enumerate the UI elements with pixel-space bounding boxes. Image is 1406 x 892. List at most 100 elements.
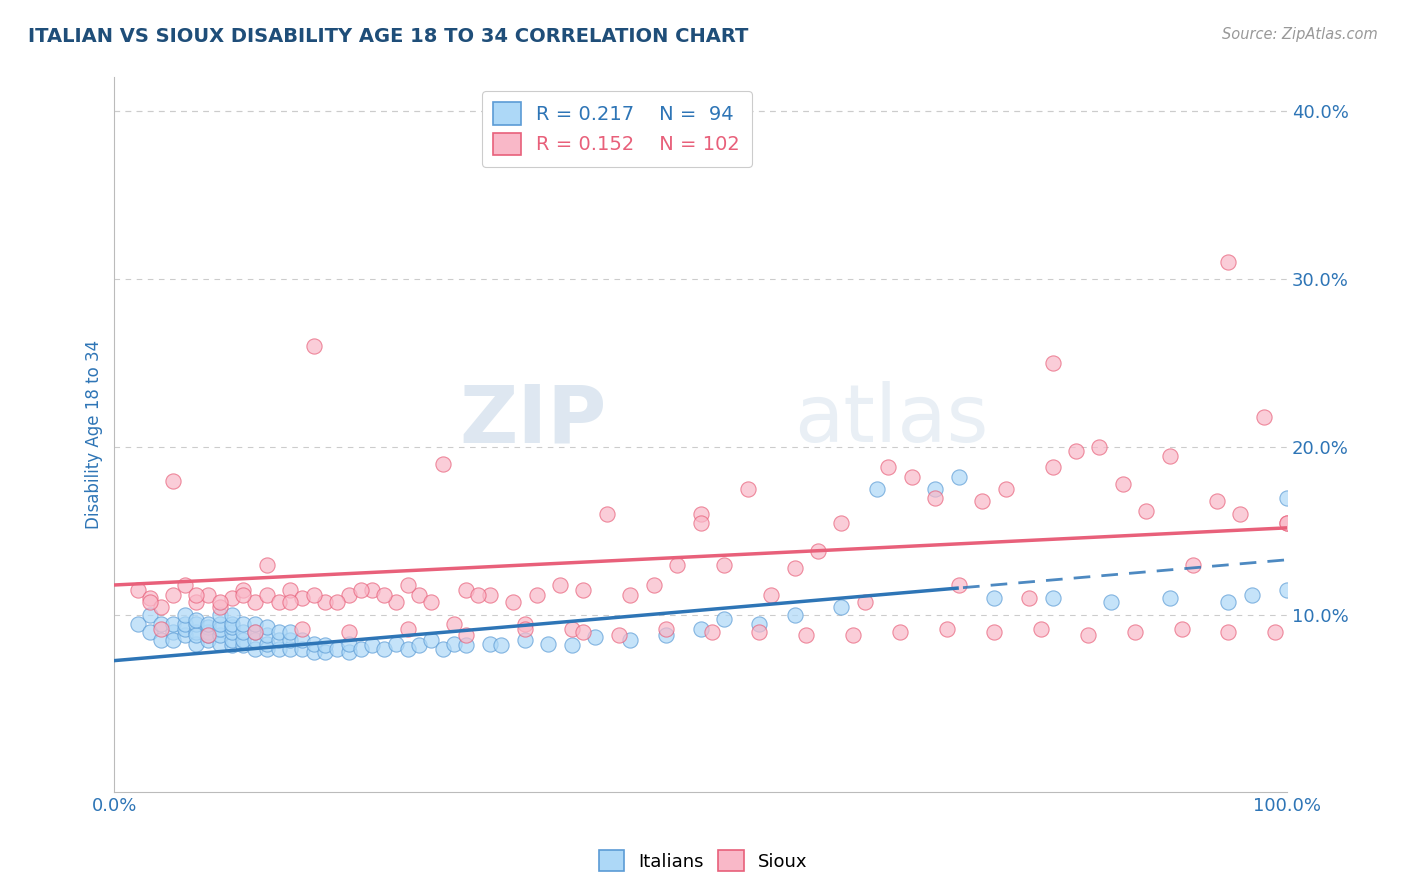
Point: [256, 637, 278, 651]
Point: [1275, 491, 1298, 505]
Point: [794, 628, 817, 642]
Point: [350, 641, 373, 656]
Point: [221, 616, 243, 631]
Point: [186, 588, 208, 602]
Point: [138, 591, 160, 606]
Point: [173, 608, 195, 623]
Legend: Italians, Sioux: Italians, Sioux: [592, 843, 814, 879]
Point: [208, 608, 231, 623]
Point: [173, 628, 195, 642]
Point: [1275, 516, 1298, 530]
Point: [1218, 255, 1240, 269]
Point: [432, 457, 454, 471]
Point: [408, 639, 430, 653]
Point: [337, 588, 360, 602]
Point: [619, 588, 641, 602]
Point: [443, 616, 465, 631]
Point: [315, 645, 337, 659]
Point: [243, 616, 266, 631]
Point: [326, 641, 349, 656]
Point: [1159, 449, 1181, 463]
Point: [572, 625, 595, 640]
Point: [162, 616, 184, 631]
Point: [232, 639, 254, 653]
Point: [456, 639, 478, 653]
Point: [654, 622, 676, 636]
Point: [256, 620, 278, 634]
Point: [689, 508, 711, 522]
Text: atlas: atlas: [794, 381, 988, 459]
Text: ZIP: ZIP: [460, 381, 607, 459]
Point: [243, 595, 266, 609]
Point: [173, 578, 195, 592]
Point: [936, 622, 959, 636]
Point: [208, 637, 231, 651]
Point: [138, 595, 160, 609]
Point: [221, 608, 243, 623]
Point: [1229, 508, 1251, 522]
Point: [889, 625, 911, 640]
Point: [456, 628, 478, 642]
Point: [901, 470, 924, 484]
Point: [127, 616, 149, 631]
Point: [759, 588, 782, 602]
Legend: R = 0.217    N =  94, R = 0.152    N = 102: R = 0.217 N = 94, R = 0.152 N = 102: [482, 91, 752, 167]
Point: [267, 625, 290, 640]
Point: [302, 637, 325, 651]
Point: [373, 641, 395, 656]
Point: [302, 588, 325, 602]
Point: [1170, 622, 1192, 636]
Point: [162, 474, 184, 488]
Point: [783, 608, 806, 623]
Point: [315, 639, 337, 653]
Point: [513, 622, 536, 636]
Point: [208, 628, 231, 642]
Point: [396, 578, 419, 592]
Point: [807, 544, 830, 558]
Point: [737, 482, 759, 496]
Point: [173, 622, 195, 636]
Point: [513, 633, 536, 648]
Point: [208, 622, 231, 636]
Point: [278, 625, 301, 640]
Point: [491, 639, 513, 653]
Point: [186, 628, 208, 642]
Point: [385, 637, 408, 651]
Point: [983, 591, 1005, 606]
Point: [994, 482, 1017, 496]
Point: [256, 588, 278, 602]
Point: [572, 582, 595, 597]
Point: [1088, 440, 1111, 454]
Point: [197, 625, 219, 640]
Point: [456, 582, 478, 597]
Point: [243, 641, 266, 656]
Point: [842, 628, 865, 642]
Point: [221, 639, 243, 653]
Point: [1218, 625, 1240, 640]
Point: [643, 578, 665, 592]
Point: [513, 616, 536, 631]
Point: [983, 625, 1005, 640]
Point: [420, 595, 443, 609]
Point: [267, 633, 290, 648]
Point: [467, 588, 489, 602]
Point: [948, 578, 970, 592]
Point: [197, 633, 219, 648]
Point: [127, 582, 149, 597]
Point: [526, 588, 548, 602]
Point: [748, 625, 770, 640]
Point: [877, 460, 900, 475]
Point: [1123, 625, 1146, 640]
Point: [1264, 625, 1286, 640]
Point: [1112, 477, 1135, 491]
Point: [291, 591, 314, 606]
Point: [607, 146, 630, 161]
Point: [221, 625, 243, 640]
Point: [208, 616, 231, 631]
Point: [186, 613, 208, 627]
Point: [689, 622, 711, 636]
Point: [596, 508, 619, 522]
Point: [243, 625, 266, 640]
Point: [502, 595, 524, 609]
Point: [1042, 356, 1064, 370]
